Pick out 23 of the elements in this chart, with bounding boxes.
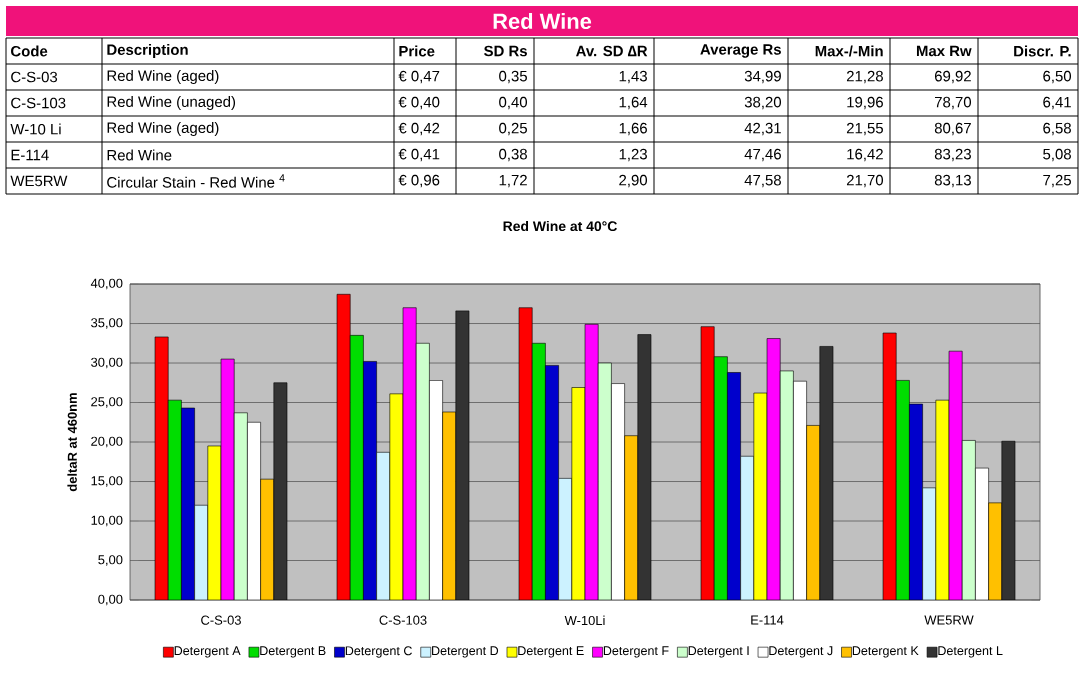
bar — [518, 307, 533, 601]
bar — [806, 425, 821, 601]
bar — [895, 380, 910, 601]
bar — [882, 332, 897, 601]
bar — [376, 451, 391, 601]
bar — [961, 440, 976, 601]
bar — [415, 342, 430, 601]
bar — [740, 455, 755, 601]
bar — [336, 293, 351, 601]
bar — [154, 336, 169, 601]
bar — [713, 356, 728, 601]
bar — [597, 362, 612, 601]
bar — [167, 399, 182, 601]
bar — [700, 326, 715, 601]
bar — [531, 342, 546, 601]
bar — [779, 370, 794, 601]
bar — [624, 435, 639, 601]
bar — [233, 412, 248, 601]
bar — [922, 487, 937, 601]
bar — [558, 478, 573, 601]
bar — [349, 335, 364, 601]
bar — [442, 411, 457, 601]
text: Red Wine — [493, 12, 592, 30]
